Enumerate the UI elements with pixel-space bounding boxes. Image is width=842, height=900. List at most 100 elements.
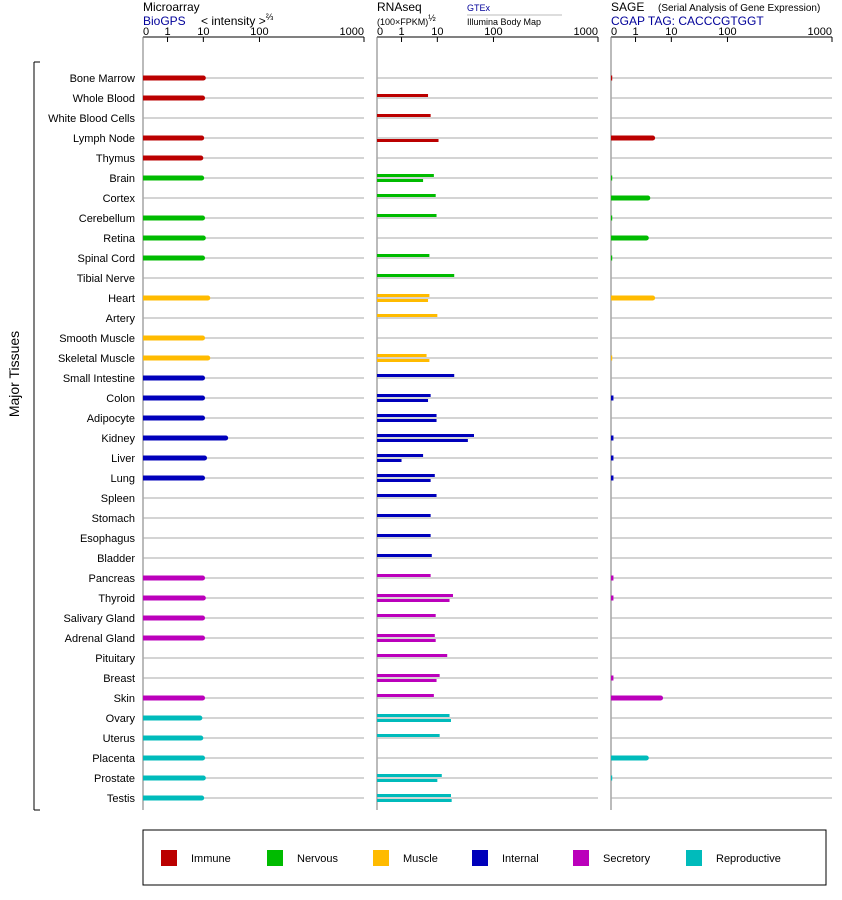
sage-bar-cap	[650, 135, 656, 141]
rnaseq-gtex-bar	[377, 634, 435, 637]
rnaseq-gtex-bar	[377, 614, 436, 617]
legend-swatch-internal	[472, 850, 488, 866]
tissue-label: Breast	[103, 673, 135, 685]
sage-bar	[611, 455, 614, 461]
tissue-label: Brain	[109, 173, 135, 185]
sage-bar-cap	[658, 695, 664, 701]
tissue-label: Retina	[103, 233, 136, 245]
microarray-bar	[143, 455, 205, 461]
rnaseq-gtex-bar	[377, 414, 437, 417]
x-tick-label: 1	[398, 26, 404, 38]
legend-label-internal: Internal	[502, 853, 539, 865]
sage-bar	[611, 395, 614, 401]
tissue-label: Bone Marrow	[70, 73, 135, 85]
tissue-label: Adrenal Gland	[65, 633, 135, 645]
tissue-label: Lymph Node	[73, 133, 135, 145]
tissue-label: Placenta	[92, 753, 136, 765]
microarray-bar-cap	[200, 255, 206, 261]
x-tick-label: 0	[611, 26, 617, 38]
x-tick-label: 0	[143, 26, 149, 38]
legend-swatch-nervous	[267, 850, 283, 866]
tissue-label: Kidney	[101, 433, 135, 445]
microarray-unit: < intensity >⅔	[201, 12, 274, 28]
rnaseq-gtex-bar	[377, 274, 455, 277]
rnaseq-gtex-bar	[377, 554, 432, 557]
microarray-title: Microarray	[143, 0, 200, 14]
rnaseq-gtex-bar	[377, 594, 453, 597]
microarray-bar	[143, 595, 204, 601]
tissue-label: Skeletal Muscle	[58, 353, 135, 365]
microarray-bar-cap	[199, 175, 205, 181]
sage-bar	[611, 575, 614, 581]
tissue-label: Esophagus	[80, 533, 136, 545]
sage-bar	[611, 475, 614, 481]
tissue-label: Liver	[111, 453, 135, 465]
rnaseq-gtex-bar	[377, 114, 431, 117]
rnaseq-gtex-bar	[377, 774, 442, 777]
tissue-label: Ovary	[106, 713, 136, 725]
legend-swatch-immune	[161, 850, 177, 866]
rnaseq-gtex-bar	[377, 94, 429, 97]
microarray-bar	[143, 375, 203, 381]
microarray-bar-cap	[200, 95, 206, 101]
rnaseq-unit: (100×FPKM)½	[377, 13, 436, 27]
sage-bar	[611, 355, 613, 361]
x-tick-label: 10	[197, 26, 209, 38]
microarray-bar	[143, 355, 208, 361]
rnaseq-illumina-bar	[377, 439, 468, 442]
microarray-bar-cap	[200, 375, 206, 381]
microarray-bar-cap	[200, 595, 206, 601]
microarray-bar-cap	[200, 395, 206, 401]
rnaseq-gtex-bar	[377, 514, 431, 517]
microarray-bar-cap	[200, 235, 206, 241]
biogps-source: BioGPS	[143, 14, 186, 28]
microarray-bar	[143, 155, 201, 161]
tissue-label: Lung	[111, 473, 135, 485]
legend-label-secretory: Secretory	[603, 853, 651, 865]
rnaseq-illumina-bar	[377, 299, 429, 302]
legend-label-muscle: Muscle	[403, 853, 438, 865]
rnaseq-gtex-bar	[377, 374, 455, 377]
x-tick-label: 1000	[574, 26, 598, 38]
microarray-bar-cap	[197, 715, 203, 721]
legend-label-reproductive: Reproductive	[716, 853, 781, 865]
sage-bar	[611, 695, 661, 701]
microarray-bar-cap	[198, 155, 204, 161]
microarray-bar	[143, 135, 202, 141]
tissue-label: Whole Blood	[73, 93, 135, 105]
rnaseq-gtex-bar	[377, 474, 435, 477]
sage-bar	[611, 255, 613, 261]
rnaseq-gtex-bar	[377, 434, 475, 437]
sage-bar	[611, 135, 653, 141]
rnaseq-illumina-bar	[377, 679, 437, 682]
sage-bar-cap	[645, 195, 651, 201]
rnaseq-gtex-bar	[377, 694, 434, 697]
microarray-unit-exp: ⅔	[266, 12, 274, 22]
tissue-group-bracket: Major Tissues	[6, 61, 40, 811]
rnaseq-gtex-bar	[377, 714, 450, 717]
tissue-label: Small Intestine	[63, 373, 135, 385]
sage-subtitle: (Serial Analysis of Gene Expression)	[658, 3, 820, 14]
rnaseq-illumina-bar	[377, 179, 424, 182]
microarray-bar	[143, 215, 203, 221]
microarray-bar	[143, 615, 203, 621]
rnaseq-gtex-bar	[377, 574, 431, 577]
tissue-label: Artery	[106, 313, 136, 325]
microarray-bar	[143, 395, 203, 401]
rnaseq-gtex-bar	[377, 454, 424, 457]
tissue-label: Adipocyte	[87, 413, 135, 425]
x-tick-label: 10	[431, 26, 443, 38]
sage-bar	[611, 775, 613, 781]
rnaseq-title: RNAseq	[377, 0, 422, 14]
chart-panels: Bone Marrow Whole Blood White Blood Cells L…	[48, 26, 833, 810]
microarray-bar	[143, 75, 204, 81]
rnaseq-illumina-bar	[377, 639, 436, 642]
microarray-bar	[143, 335, 203, 341]
sage-title: SAGE	[611, 0, 644, 14]
tissue-label: Cortex	[103, 193, 136, 205]
tissue-label: Thyroid	[98, 593, 135, 605]
rnaseq-gtex-bar	[377, 394, 431, 397]
tissue-label: Smooth Muscle	[59, 333, 135, 345]
sage-bar	[611, 215, 613, 221]
